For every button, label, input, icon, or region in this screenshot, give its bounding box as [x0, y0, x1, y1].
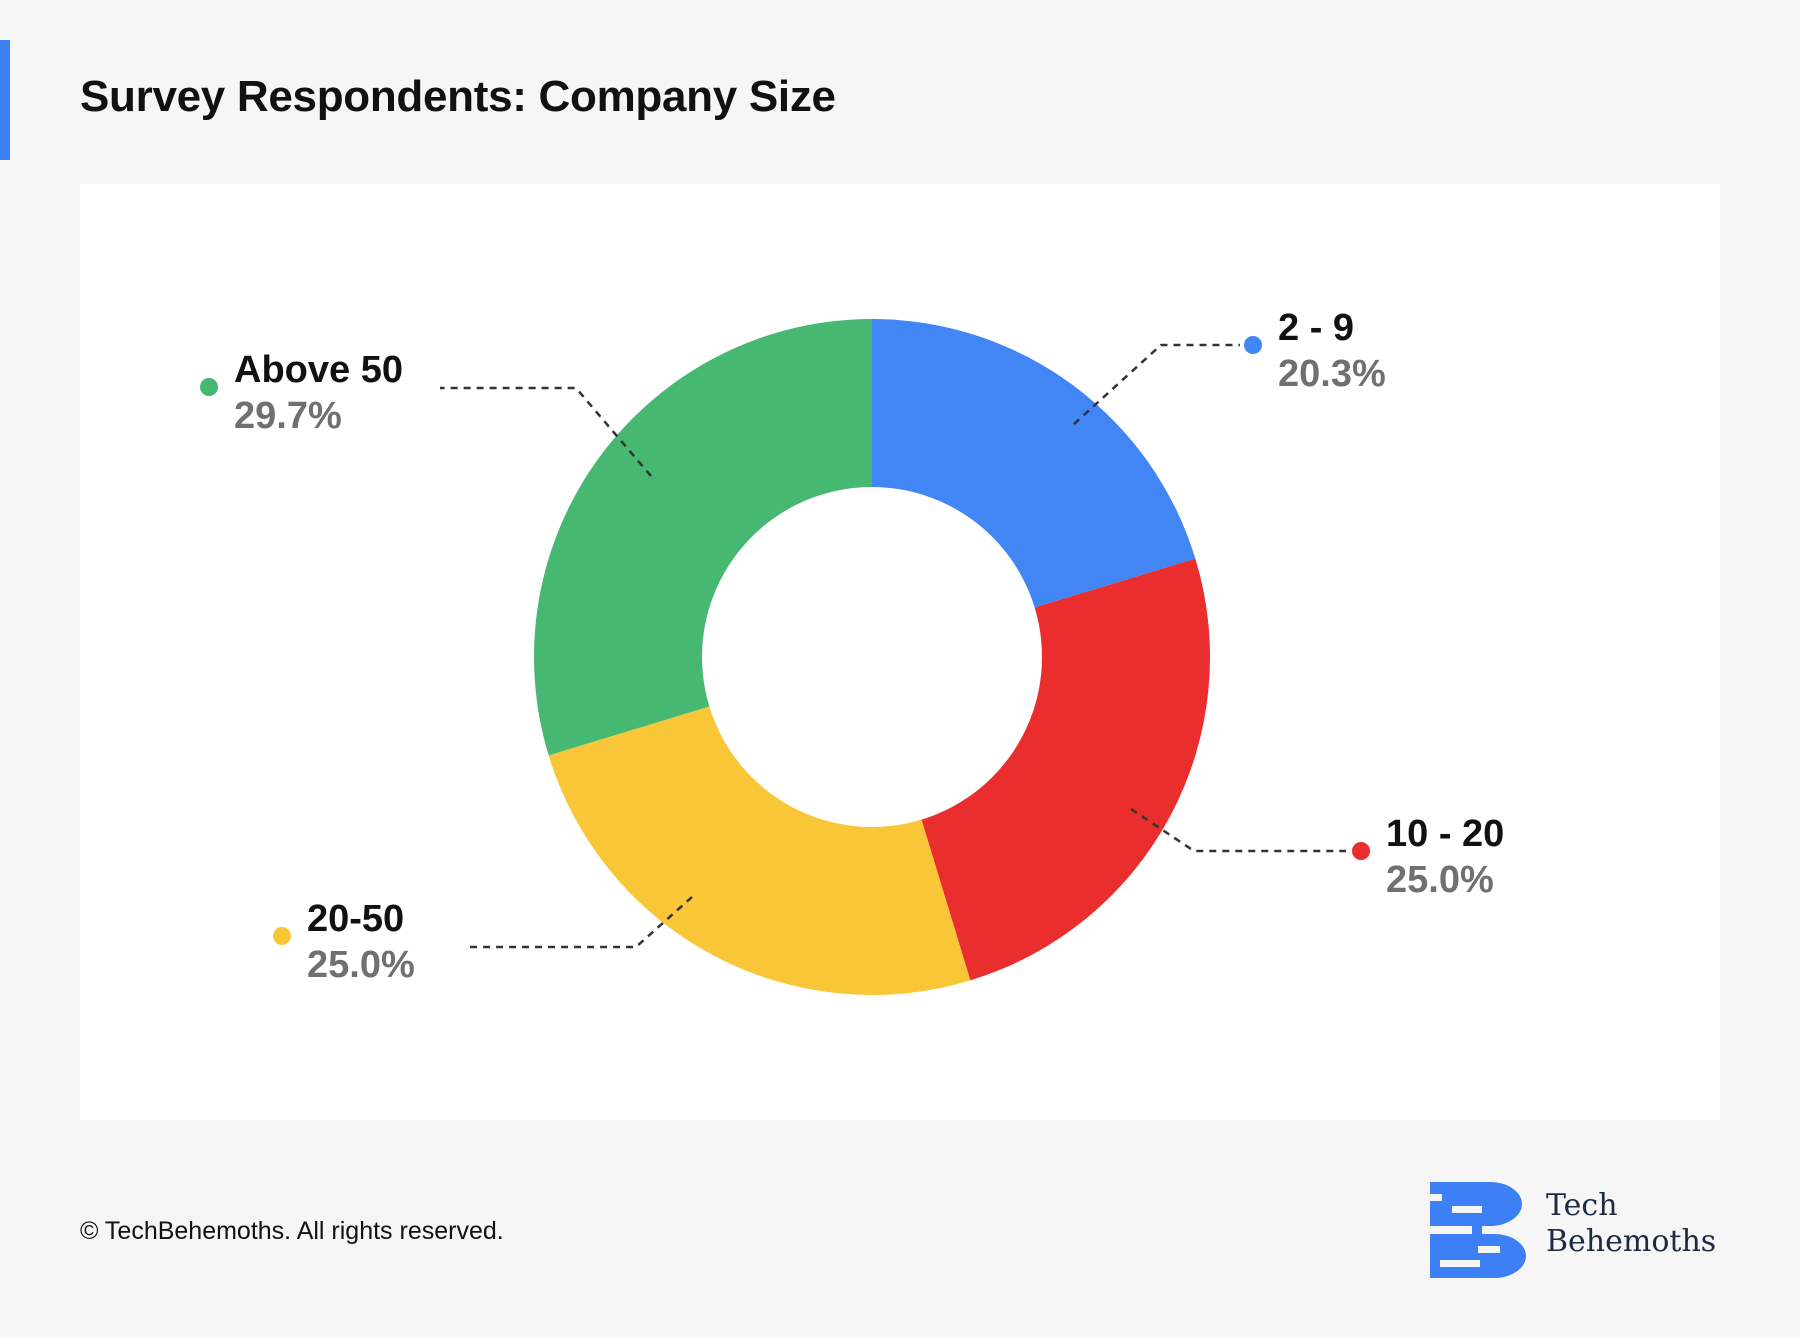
slice-label-2: 10 - 20 [1386, 813, 1504, 855]
logo-shape-6 [1440, 1260, 1480, 1267]
donut-slice-4 [534, 319, 872, 756]
slice-value-2: 25.0% [1386, 859, 1494, 901]
logo-shape-1 [1430, 1182, 1522, 1226]
page-title: Survey Respondents: Company Size [80, 72, 836, 121]
donut-slice-3 [548, 706, 971, 995]
slice-value-3: 25.0% [307, 944, 415, 986]
logo-shape-5 [1478, 1246, 1500, 1253]
logo-shape-2 [1430, 1234, 1526, 1278]
slice-label-3: 20-50 [307, 898, 404, 940]
leader-line-3 [466, 896, 693, 949]
logo-icon [1428, 1182, 1526, 1278]
legend-dot-1 [1244, 336, 1262, 354]
donut-slice-1 [872, 319, 1196, 608]
legend-dot-2 [1352, 842, 1370, 860]
slice-value-1: 20.3% [1278, 353, 1386, 395]
donut-slice-2 [921, 558, 1210, 981]
legend-dot-4 [200, 378, 218, 396]
slice-value-4: 29.7% [234, 395, 342, 437]
logo-shape-4 [1452, 1206, 1482, 1213]
accent-bar [0, 40, 10, 160]
legend-dot-3 [273, 927, 291, 945]
slice-label-1: 2 - 9 [1278, 307, 1354, 349]
techbehemoths-logo: Tech Behemoths [1428, 1180, 1728, 1280]
logo-text: Tech Behemoths [1546, 1188, 1716, 1260]
chart-panel: 2 - 9 20.3% 10 - 20 25.0% 20-50 25.0% Above 50… [80, 184, 1720, 1120]
logo-text-line2: Behemoths [1546, 1224, 1717, 1259]
logo-text-line1: Tech [1546, 1188, 1618, 1223]
logo-shape-7 [1472, 1226, 1482, 1234]
copyright-text: © TechBehemoths. All rights reserved. [80, 1217, 504, 1245]
logo-shape-3 [1428, 1194, 1442, 1201]
leader-line-1 [1073, 343, 1240, 425]
slice-label-4: Above 50 [234, 349, 403, 391]
